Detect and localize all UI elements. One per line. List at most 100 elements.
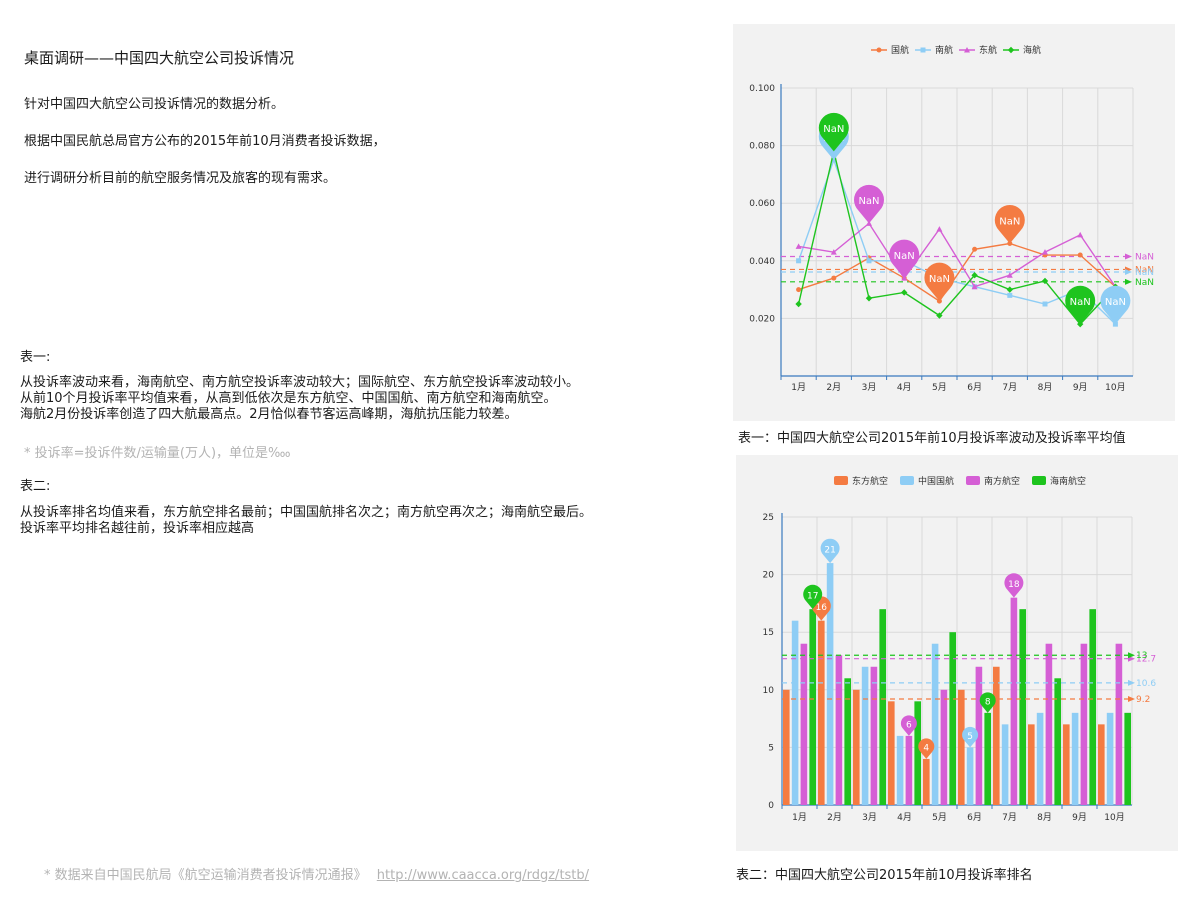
min-pin: 8 — [979, 692, 996, 713]
bar — [931, 643, 939, 805]
section1-line-3: 海航2月份投诉率创造了四大航最高点。2月恰似春节客运高峰期，海航抗压能力较差。 — [20, 407, 518, 422]
bar — [888, 701, 895, 805]
line-chart-panel: 0.020 0.040 0.060 0.080 0.100 1月 2月 3月 4月 5月 6月 7月 8… — [733, 24, 1175, 421]
legend-item: 东方航空 — [834, 475, 888, 487]
average-label: NaN — [1135, 278, 1154, 288]
max-pin-label: 21 — [824, 545, 835, 555]
max-pin: NaN — [818, 112, 849, 152]
average-label: NaN — [1135, 268, 1154, 278]
data-point — [971, 283, 978, 290]
bar — [1045, 643, 1053, 805]
legend-item: 国航 — [871, 44, 909, 56]
min-pin-label: 8 — [985, 697, 991, 707]
legend-label: 国航 — [891, 44, 909, 56]
data-point — [795, 300, 802, 308]
min-pin: NaN — [1065, 285, 1096, 325]
data-point — [1077, 252, 1083, 258]
min-pin: 6 — [900, 715, 917, 736]
legend-label: 南航 — [935, 44, 953, 56]
section1-line-1: 从投诉率波动来看，海南航空、南方航空投诉率波动较大；国际航空、东方航空投诉率波动… — [20, 375, 580, 390]
x-tick-label: 1月 — [791, 382, 806, 393]
data-point — [831, 275, 837, 281]
max-pin-shape — [1004, 573, 1024, 598]
data-point — [971, 272, 978, 279]
average-arrow — [1128, 652, 1135, 659]
legend-item: 中国国航 — [900, 475, 954, 487]
x-tick-label: 2月 — [827, 812, 842, 823]
series-line — [797, 157, 1116, 325]
section2-text: 从投诉率排名均值来看，东方航空排名最前；中国国航排名次之；南方航空再次之；海南航… — [20, 505, 700, 537]
legend-marker — [920, 47, 926, 53]
bar — [809, 609, 816, 805]
data-point — [796, 258, 802, 264]
bar — [826, 563, 834, 805]
bar — [791, 620, 799, 805]
average-arrow — [1128, 679, 1135, 686]
intro-line-2: 根据中国民航总局官方公布的2015年前10月消费者投诉数据， — [24, 134, 386, 149]
max-pin-label: 16 — [816, 603, 828, 613]
data-point — [1042, 301, 1048, 307]
series-东方航空 — [783, 620, 1105, 805]
section2-line-2: 投诉率平均排名越往前，投诉率相应越高 — [20, 521, 255, 536]
min-pin: NaN — [889, 239, 920, 279]
bar — [1115, 643, 1123, 805]
page-title: 桌面调研——中国四大航空公司投诉情况 — [24, 49, 295, 67]
min-pin-shape — [1100, 285, 1131, 325]
bar — [1089, 609, 1096, 805]
complaint-rate-note: * 投诉率=投诉件数/运输量(万人)，单位是‱ — [24, 446, 291, 461]
legend-item: 东航 — [959, 44, 997, 56]
y-tick-label: 5 — [768, 743, 774, 753]
min-pin-label: NaN — [929, 274, 950, 285]
x-tick-label: 10月 — [1104, 812, 1124, 823]
data-point — [1006, 286, 1013, 293]
y-tick-label: 0.080 — [749, 142, 775, 152]
bar — [984, 712, 991, 805]
y-tick-label: 15 — [763, 628, 774, 638]
average-label: NaN — [1135, 265, 1154, 275]
legend-label: 东航 — [979, 44, 997, 56]
intro-line-3: 进行调研分析目前的航空服务情况及旅客的现有需求。 — [24, 171, 337, 186]
x-tick-label: 8月 — [1038, 382, 1053, 393]
legend-label: 南方航空 — [984, 475, 1020, 487]
min-pin-shape — [924, 262, 955, 302]
data-point — [866, 258, 872, 264]
line-chart: 0.020 0.040 0.060 0.080 0.100 1月 2月 3月 4月 5月 6月 7月 8… — [749, 44, 1154, 393]
max-pin: NaN — [854, 184, 884, 224]
min-pin-label: NaN — [894, 251, 915, 262]
min-pin-shape — [962, 726, 979, 748]
x-tick-label: 3月 — [862, 812, 877, 823]
x-tick-label: 7月 — [1002, 382, 1017, 393]
bar — [879, 609, 886, 805]
average-label: 12.7 — [1136, 655, 1156, 665]
x-tick-label: 9月 — [1073, 382, 1088, 393]
y-tick-label: 0.020 — [749, 314, 775, 324]
data-point — [796, 287, 802, 293]
bar — [958, 689, 965, 805]
data-point — [830, 249, 837, 255]
bar — [870, 666, 878, 805]
x-tick-label: 5月 — [932, 382, 947, 393]
legend-item: 海南航空 — [1032, 475, 1086, 487]
bar-chart: 0 5 10 15 20 25 1月 2月 3月 4月 5月 6月 7月 8月 9月 10月 东方航空 中国国航 南… — [763, 475, 1157, 823]
bar — [949, 632, 956, 805]
bar — [1036, 712, 1044, 805]
bar — [818, 620, 825, 805]
min-pin-shape — [900, 715, 917, 736]
y-tick-label: 0 — [768, 801, 774, 811]
min-pin-shape — [979, 692, 996, 713]
bar — [993, 666, 1000, 805]
legend-item: 海航 — [1003, 44, 1041, 56]
bar — [835, 655, 843, 805]
x-tick-label: 9月 — [1072, 812, 1087, 823]
max-pin-label: NaN — [999, 216, 1020, 227]
min-pin-shape — [889, 239, 920, 279]
min-pin: 4 — [918, 738, 935, 759]
min-pin-label: 6 — [906, 720, 912, 730]
legend-swatch — [900, 476, 914, 485]
bar — [940, 689, 948, 805]
data-source-link[interactable]: http://www.caacca.org/rdgz/tstb/ — [376, 868, 590, 883]
section2-line-1: 从投诉率排名均值来看，东方航空排名最前；中国国航排名次之；南方航空再次之；海南航… — [20, 505, 593, 520]
max-pin-label: 17 — [807, 591, 818, 601]
average-arrow — [1125, 278, 1132, 285]
y-tick-label: 10 — [763, 686, 775, 696]
